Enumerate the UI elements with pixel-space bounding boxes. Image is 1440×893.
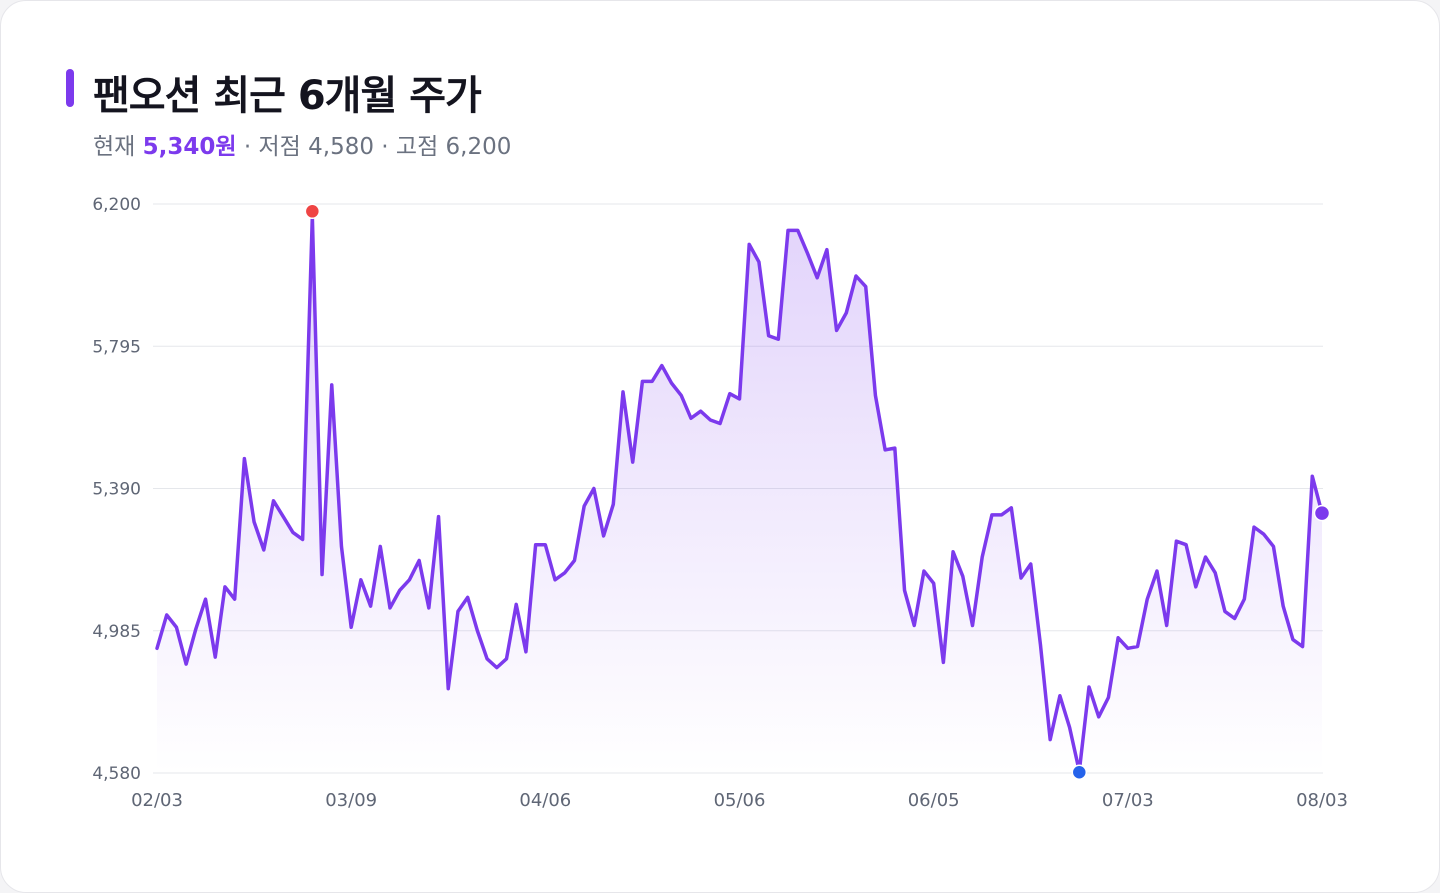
- price-area: [157, 216, 1322, 774]
- title-accent-bar: [66, 69, 74, 107]
- x-tick-label: 08/03: [1296, 790, 1348, 811]
- x-tick-label: 05/06: [714, 790, 766, 811]
- y-axis-ticks: 4,580 4,985 5,390 5,795 6,200: [92, 195, 141, 784]
- y-tick-label: 4,985: [92, 622, 141, 642]
- price-markers: [304, 203, 1331, 780]
- x-tick-label: 02/03: [131, 790, 183, 811]
- y-tick-label: 5,795: [92, 337, 141, 357]
- price-line: [155, 214, 1324, 773]
- x-tick-label: 03/09: [325, 790, 377, 811]
- y-tick-label: 6,200: [92, 195, 141, 215]
- y-tick-label: 5,390: [92, 480, 141, 500]
- x-tick-label: 07/03: [1102, 790, 1154, 811]
- x-tick-label: 04/06: [519, 790, 571, 811]
- chart-subtitle: 현재 5,340원 · 저점 4,580 · 고점 6,200: [93, 127, 511, 161]
- current-price: 5,340원: [142, 134, 237, 160]
- high-price-text: · 고점 6,200: [373, 134, 512, 160]
- y-tick-label: 4,580: [92, 764, 141, 784]
- x-axis-ticks: 02/03 03/09 04/06 05/06 06/05 07/03 08/03: [131, 790, 1348, 811]
- current-point-marker: [1313, 504, 1331, 522]
- current-prefix: 현재: [93, 134, 143, 160]
- low-price-text: · 저점 4,580: [236, 134, 374, 160]
- high-point-marker: [304, 203, 321, 220]
- x-tick-label: 06/05: [908, 790, 960, 811]
- low-point-marker: [1071, 764, 1088, 780]
- chart-title: 팬오션 최근 6개월 주가: [93, 73, 482, 119]
